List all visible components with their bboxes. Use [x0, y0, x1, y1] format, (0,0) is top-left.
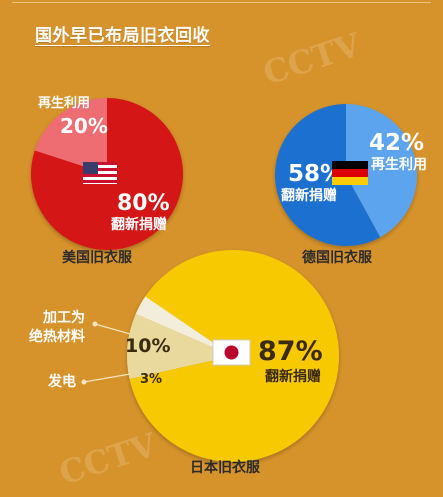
leader-dot-insulation — [92, 321, 98, 327]
germany-label-refurbish: 翻新捐赠 — [281, 187, 337, 204]
japan-label-insulation-line2: 绝热材料 — [29, 328, 85, 345]
page-title: 国外早已布局旧衣回收 — [35, 26, 210, 46]
usa-pct-recycle: 20% — [60, 114, 108, 138]
usa-pct-refurbish: 80% — [117, 191, 170, 216]
germany-label-recycle: 再生利用 — [371, 156, 427, 173]
japan-slice-insulation — [126, 313, 233, 380]
leader-line-power — [83, 373, 131, 383]
japan-flag-icon — [212, 339, 251, 366]
germany-pie — [274, 104, 417, 246]
leader-dot-power — [81, 379, 87, 385]
germany-caption: 德国旧衣服 — [302, 249, 373, 266]
japan-pct-refurbish: 87% — [258, 336, 323, 367]
top-divider — [12, 2, 431, 3]
usa-slice-recycle — [34, 98, 107, 174]
usa-caption: 美国旧衣服 — [62, 249, 133, 266]
japan-label-refurbish: 翻新捐赠 — [265, 368, 321, 385]
germany-flag-icon — [332, 161, 368, 185]
germany-slice-recycle — [346, 104, 417, 238]
japan-slice-power — [135, 296, 233, 356]
japan-label-insulation-line1: 加工为 — [42, 309, 85, 326]
germany-slice-refurbish — [274, 104, 381, 246]
japan-pct-power: 3% — [140, 372, 162, 387]
germany-pct-recycle: 42% — [369, 130, 424, 156]
usa-label-recycle: 再生利用 — [38, 95, 90, 111]
usa-label-refurbish: 翻新捐赠 — [111, 216, 167, 233]
leader-line-insulation — [94, 323, 131, 335]
japan-label-power: 发电 — [47, 373, 76, 390]
usa-flag-icon — [83, 162, 117, 184]
japan-pct-insulation: 10% — [125, 335, 170, 357]
japan-caption: 日本旧衣服 — [190, 459, 261, 476]
